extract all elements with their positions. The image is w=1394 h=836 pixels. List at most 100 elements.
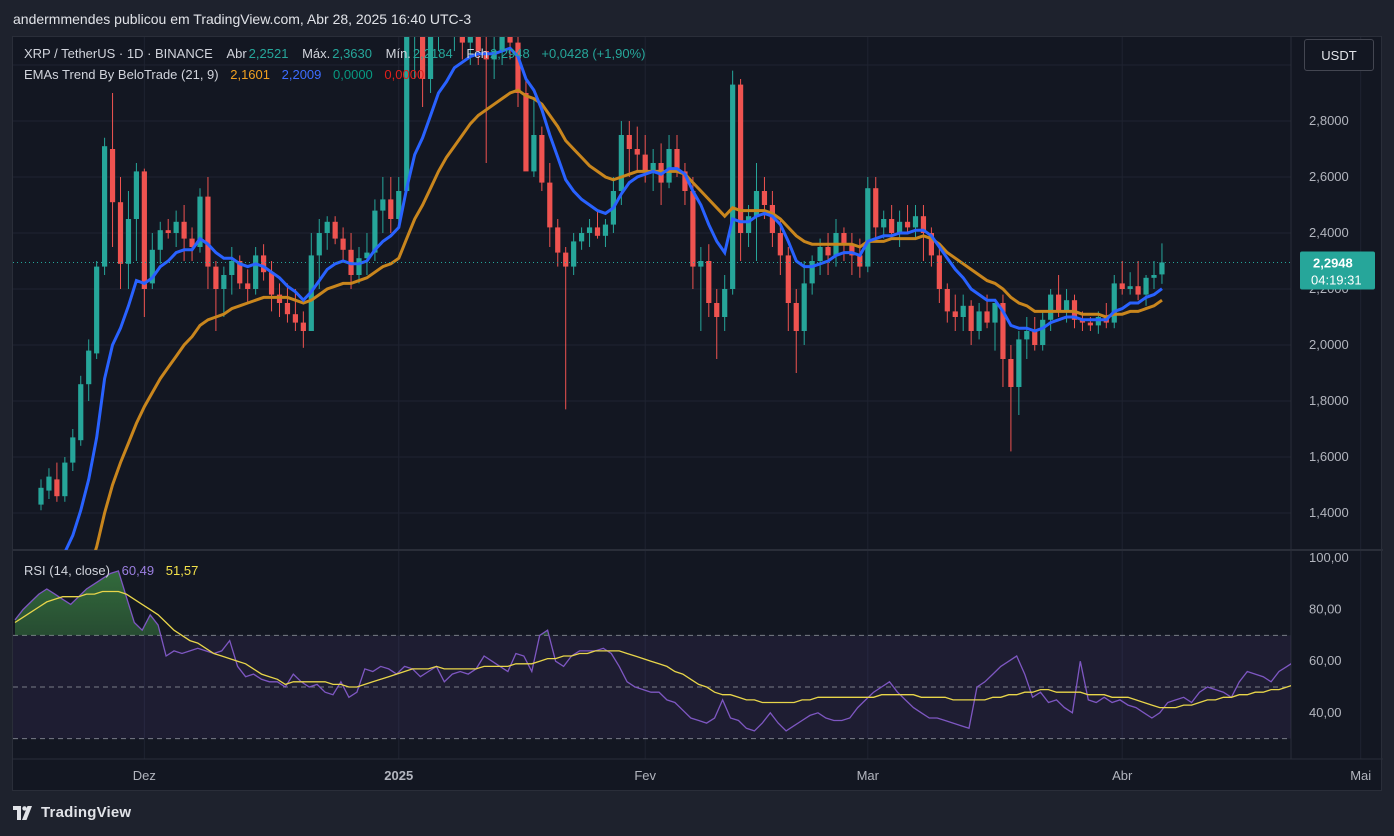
candle-body <box>650 163 656 172</box>
footer-brand[interactable]: TradingView <box>41 804 132 821</box>
candle-body <box>292 314 298 323</box>
candle-body <box>817 247 823 261</box>
candle-body <box>539 135 545 183</box>
candle-body <box>992 303 998 323</box>
candle-body <box>682 171 688 191</box>
candle-body <box>427 37 434 79</box>
candle-body <box>714 303 720 317</box>
symbol-legend: XRP / TetherUS · 1D · BINANCE Abr 2,2521 … <box>24 46 647 61</box>
candle-body <box>268 272 275 295</box>
candle-body <box>205 196 211 267</box>
candle-body <box>960 305 966 317</box>
time-tick-label: Mar <box>857 768 880 783</box>
candle-body <box>801 283 807 331</box>
candle-body <box>125 219 132 264</box>
candle-body <box>618 135 624 191</box>
candle-body <box>1151 275 1157 278</box>
candle-body <box>1040 319 1046 345</box>
indicator-value-2: 2,2009 <box>281 67 322 82</box>
price-tick-label: 2,8000 <box>1309 113 1349 128</box>
candle-body <box>547 182 553 228</box>
candle-body <box>38 487 44 505</box>
candle-body <box>404 37 410 191</box>
candle-body <box>1056 294 1062 312</box>
price-tick-label: 2,6000 <box>1309 169 1349 184</box>
candle-body <box>586 227 593 233</box>
candle-body <box>825 247 831 256</box>
candle-body <box>284 303 291 315</box>
candle-body <box>928 233 934 256</box>
low-label: Mín. <box>385 46 411 61</box>
candle-body <box>388 199 394 219</box>
candle-body <box>881 219 887 228</box>
candle-body <box>944 289 950 312</box>
candle-body <box>730 84 736 289</box>
candle-body <box>579 233 585 242</box>
candle-body <box>420 37 426 79</box>
candle-body <box>102 146 108 267</box>
tradingview-logo-icon[interactable] <box>13 805 35 820</box>
candle-body <box>698 261 704 267</box>
candle-body <box>213 266 219 289</box>
price-tick-label: 2,4000 <box>1309 225 1349 240</box>
candle-body <box>165 230 171 233</box>
time-tick-label: Mai <box>1350 768 1371 783</box>
candle-body <box>642 154 648 172</box>
rsi-tick-label: 100,00 <box>1309 550 1349 565</box>
candle-body <box>571 241 577 267</box>
candle-body <box>761 191 768 205</box>
candle-body <box>372 210 378 253</box>
candle-body <box>555 227 561 253</box>
candle-body <box>897 221 903 233</box>
candle-body <box>1063 300 1070 312</box>
price-tick-label: 1,8000 <box>1309 393 1349 408</box>
time-tick-label: Abr <box>1112 768 1133 783</box>
candle-body <box>690 191 696 267</box>
candle-body <box>364 252 370 259</box>
candle-body <box>1087 322 1093 326</box>
candle-body <box>1048 294 1054 320</box>
indicator-name[interactable]: EMAs Trend By BeloTrade (21, 9) <box>24 67 219 82</box>
price-tick-label: 2,0000 <box>1309 337 1349 352</box>
chart-area[interactable]: 3,00002,80002,60002,40002,20002,00001,80… <box>12 36 1383 792</box>
rsi-ma-value: 51,57 <box>165 563 199 578</box>
high-value: 2,3630 <box>332 46 372 61</box>
price-tick-label: 1,6000 <box>1309 449 1349 464</box>
candle-body <box>54 479 60 497</box>
candle-body <box>857 255 863 267</box>
candle-body <box>873 188 879 228</box>
time-tick-label: 2025 <box>384 768 413 783</box>
candle-body <box>396 191 402 219</box>
rsi-ma-line <box>14 590 1291 709</box>
candle-body <box>793 303 799 331</box>
rsi-tick-label: 40,00 <box>1309 705 1342 720</box>
rsi-name[interactable]: RSI (14, close) <box>24 563 110 578</box>
candle-body <box>340 238 346 250</box>
candle-body <box>626 135 632 149</box>
close-label: Fch <box>466 46 488 61</box>
candle-body <box>173 221 179 233</box>
candle-body <box>563 252 569 267</box>
symbol-name[interactable]: XRP / TetherUS · 1D · BINANCE <box>24 46 213 61</box>
candle-body <box>722 289 728 317</box>
candle-body <box>237 261 243 284</box>
candle-body <box>1016 339 1022 387</box>
candle-body <box>976 311 982 331</box>
price-chart-svg[interactable]: 3,00002,80002,60002,40002,20002,00001,80… <box>13 37 1383 792</box>
open-label: Abr <box>226 46 247 61</box>
candle-body <box>889 219 895 233</box>
candle-body <box>467 37 473 43</box>
rsi-legend[interactable]: RSI (14, close) 60,49 51,57 <box>24 563 200 578</box>
candle-body <box>809 261 815 284</box>
candle-body <box>62 462 68 497</box>
indicator-legend[interactable]: EMAs Trend By BeloTrade (21, 9) 2,1601 2… <box>24 67 426 82</box>
close-value: 2,2948 <box>489 46 530 61</box>
time-tick-label: Fev <box>634 768 656 783</box>
indicator-value-4: 0,0000 <box>384 67 425 82</box>
candle-body <box>316 233 322 256</box>
candle-body <box>785 255 791 303</box>
candle-body <box>769 205 775 233</box>
currency-button[interactable]: USDT <box>1304 39 1374 71</box>
candle-body <box>777 233 783 256</box>
candle-body <box>1111 283 1117 323</box>
